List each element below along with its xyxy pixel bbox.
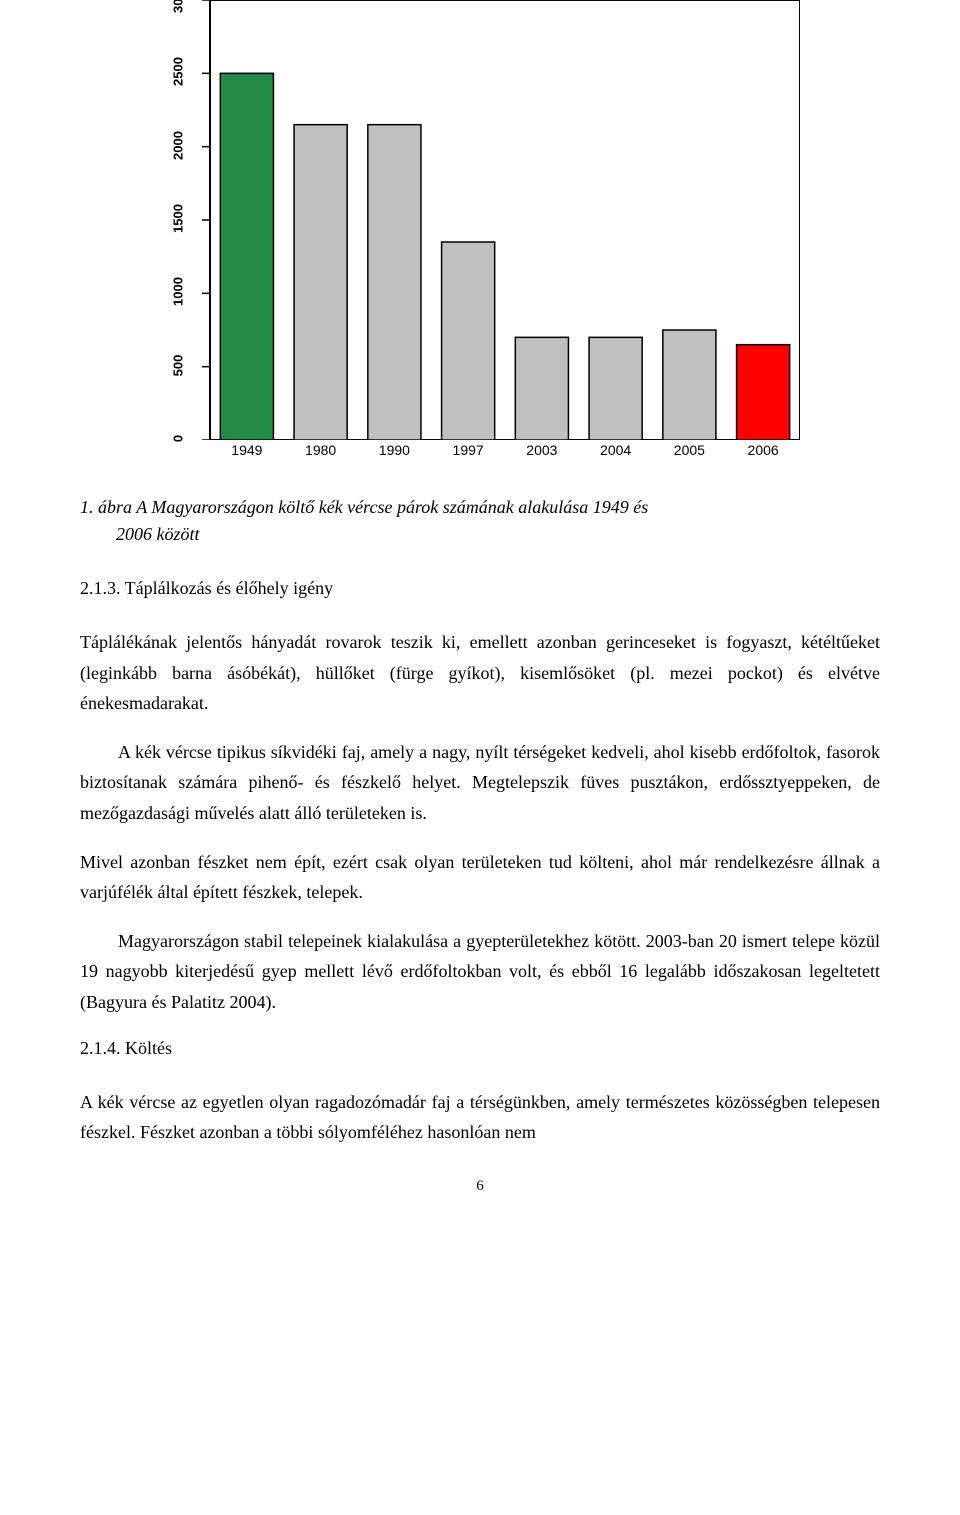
x-tick-label: 1997 xyxy=(431,442,505,458)
figure-caption: 1. ábra A Magyarországon költő kék vércs… xyxy=(80,494,880,548)
paragraph-2: A kék vércse tipikus síkvidéki faj, amel… xyxy=(80,737,880,829)
y-tick-label: 1000 xyxy=(171,274,186,310)
figure-text-2: 2006 között xyxy=(116,524,200,544)
paragraph-3: Mivel azonban fészket nem épít, ezért cs… xyxy=(80,847,880,908)
y-tick-label: 3000 xyxy=(171,0,186,17)
y-axis-labels: 050010001500200025003000 xyxy=(160,0,196,440)
x-tick-label: 1980 xyxy=(284,442,358,458)
y-tick-label: 0 xyxy=(171,421,186,457)
y-tick-label: 500 xyxy=(171,347,186,383)
chart-container: 0 500 1000 1500 2000 2500 3000 194919801990199… xyxy=(160,0,800,480)
bar-chart: 0 500 1000 1500 2000 2500 3000 194919801990199… xyxy=(160,0,800,480)
y-tick-label: 2500 xyxy=(171,54,186,90)
section-heading-213: 2.1.3. Táplálkozás és élőhely igény xyxy=(80,578,880,599)
page-number: 6 xyxy=(80,1178,880,1195)
x-axis-labels: 19491980199019972003200420052006 xyxy=(210,442,800,458)
y-tick-label: 1500 xyxy=(171,201,186,237)
figure-number: 1. ábra xyxy=(80,497,132,517)
figure-text-1: A Magyarországon költő kék vércse párok … xyxy=(136,497,648,517)
paragraph-4: Magyarországon stabil telepeinek kialaku… xyxy=(80,926,880,1018)
x-tick-label: 1990 xyxy=(358,442,432,458)
paragraph-1: Táplálékának jelentős hányadát rovarok t… xyxy=(80,627,880,719)
body-text: Táplálékának jelentős hányadát rovarok t… xyxy=(80,627,880,1018)
chart-svg xyxy=(160,0,800,440)
x-tick-label: 2004 xyxy=(579,442,653,458)
x-tick-label: 2006 xyxy=(726,442,800,458)
x-tick-label: 2005 xyxy=(653,442,727,458)
paragraph-5: A kék vércse az egyetlen olyan ragadozóm… xyxy=(80,1087,880,1148)
body-text-2: A kék vércse az egyetlen olyan ragadozóm… xyxy=(80,1087,880,1148)
y-tick-label: 2000 xyxy=(171,127,186,163)
x-tick-label: 1949 xyxy=(210,442,284,458)
x-tick-label: 2003 xyxy=(505,442,579,458)
section-heading-214: 2.1.4. Költés xyxy=(80,1038,880,1059)
